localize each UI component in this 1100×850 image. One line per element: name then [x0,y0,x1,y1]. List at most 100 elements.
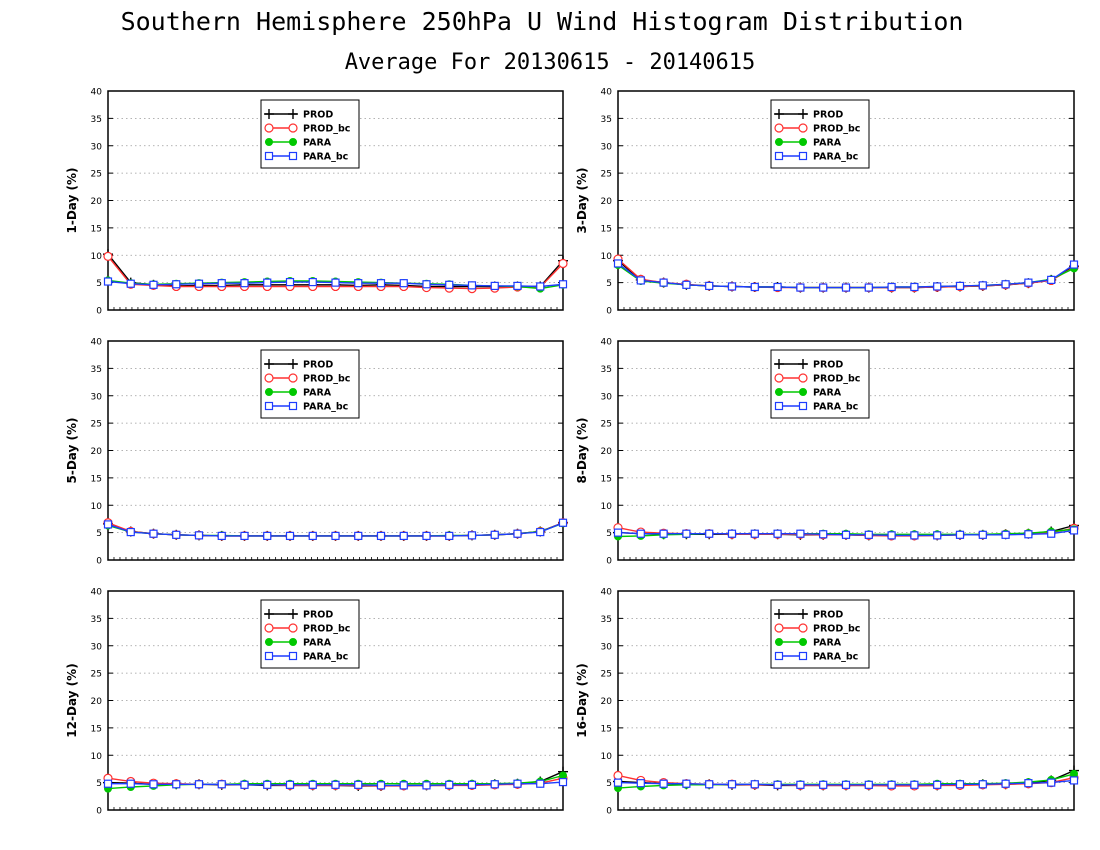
legend-marker [798,123,808,133]
legend-marker [799,638,807,646]
y-tick-label: 15 [601,724,612,734]
legend-marker [288,123,298,133]
data-point-para_bc [536,282,545,291]
plot-frame [107,90,564,311]
y-tick-label: 35 [91,365,102,375]
y-tick-label: 35 [601,365,612,375]
data-point-para_bc [536,527,545,537]
data-point-para_bc [1047,778,1056,787]
y-tick-label: 40 [601,338,613,348]
y-tick-label: 10 [601,252,613,262]
y-tick-label: 25 [601,170,612,180]
data-point-para_bc [217,780,226,789]
data-point-para_bc [1001,779,1010,788]
data-point-para_bc [354,279,363,288]
legend-marker [264,151,274,161]
data-point-para_bc [1001,530,1010,539]
data-point-para_bc [149,280,158,289]
legend-entry: PARA [813,388,842,399]
data-point-para_bc [705,281,714,291]
legend: PROD PROD_bc PARA PARA_bc [770,349,870,419]
data-point-para_bc [467,780,477,789]
legend-marker [775,138,783,146]
y-tick-label: 0 [606,807,612,817]
data-point-para_bc [422,781,431,790]
data-point-para_bc [613,778,623,787]
data-point-para_bc [887,282,896,292]
data-point-para_bc [910,282,919,292]
legend-entry: PROD_bc [813,374,860,385]
y-tick-label: 25 [91,420,102,430]
data-point-para_bc [978,780,987,789]
y-tick-label: 15 [91,474,102,484]
chart-panel-5: 0 5 10 15 20 25 30 35 40 12-Day (%) PROD PROD_bc PAR… [65,588,568,817]
y-tick-label: 0 [606,557,612,567]
legend-entry: PARA_bc [813,402,858,413]
legend-entry: PARA [813,138,842,149]
data-point-para_bc [103,779,113,788]
data-point-para_bc [682,779,691,788]
y-tick-label: 20 [601,447,613,457]
chart-panel-2: 0 5 10 15 20 25 30 35 40 3-Day (%) PROD PROD_bc PARA… [575,88,1079,317]
chart-panel-4: 0 5 10 15 20 25 30 35 40 8-Day (%) PROD PROD_bc PARA… [575,338,1079,567]
y-tick-label: 35 [601,615,612,625]
data-point-para_bc [149,529,158,538]
legend-entry: PROD_bc [813,624,860,635]
data-point-para_bc [955,281,965,291]
figure-title: Southern Hemisphere 250hPa U Wind Histog… [121,7,964,36]
data-point-para_bc [399,781,408,790]
data-point-para_bc [1001,280,1010,289]
data-point-para_bc [773,780,782,789]
data-point-para_bc [796,529,805,538]
y-tick-label: 15 [91,724,102,734]
data-point-para_bc [399,279,408,288]
y-axis-label: 8-Day (%) [575,417,589,483]
legend-marker [774,401,784,411]
data-point-prod_bc [613,770,623,781]
legend: PROD PROD_bc PARA PARA_bc [260,599,360,669]
data-point-para_bc [172,530,181,539]
data-point-para_bc [240,780,249,789]
data-point-prod_bc [103,251,113,261]
y-tick-label: 25 [91,170,102,180]
data-point-para_bc [376,531,386,541]
data-point-para_bc [773,529,782,538]
data-point-para_bc [750,780,759,789]
legend-marker [798,373,808,383]
data-point-para_bc [1069,526,1079,535]
legend-marker [288,151,298,161]
y-tick-label: 0 [96,807,102,817]
legend-marker [288,401,298,411]
legend-marker [798,623,808,633]
data-point-para_bc [955,780,965,789]
data-point-para_bc [376,781,386,790]
y-tick-label: 30 [601,142,613,152]
data-point-para_bc [773,282,782,292]
y-tick-label: 40 [601,588,613,598]
data-point-para_bc [126,527,135,537]
y-tick-label: 5 [606,529,612,539]
y-tick-label: 15 [601,224,612,234]
legend-marker [799,388,807,396]
data-point-para_bc [558,777,568,787]
legend-marker [264,651,274,661]
data-point-para_bc [194,531,204,540]
figure-subtitle: Average For 20130615 - 20140615 [345,50,756,75]
data-point-para_bc [422,280,431,289]
data-point-para_bc [240,531,249,541]
legend-marker [289,638,297,646]
data-point-para_bc [727,529,737,538]
data-point-para_bc [467,531,477,540]
chart-panel-3: 0 5 10 15 20 25 30 35 40 5-Day (%) PROD PROD_bc PARA… [65,338,568,567]
data-point-para_bc [978,281,987,290]
plot-frame [107,340,564,561]
legend-marker [264,123,274,133]
data-point-para_bc [727,780,737,789]
data-point-para_bc [864,780,873,789]
data-point-para_bc [376,279,386,288]
legend-entry: PROD [303,110,333,121]
legend-marker [288,623,298,633]
legend-marker [798,151,808,161]
data-point-para_bc [172,780,181,789]
